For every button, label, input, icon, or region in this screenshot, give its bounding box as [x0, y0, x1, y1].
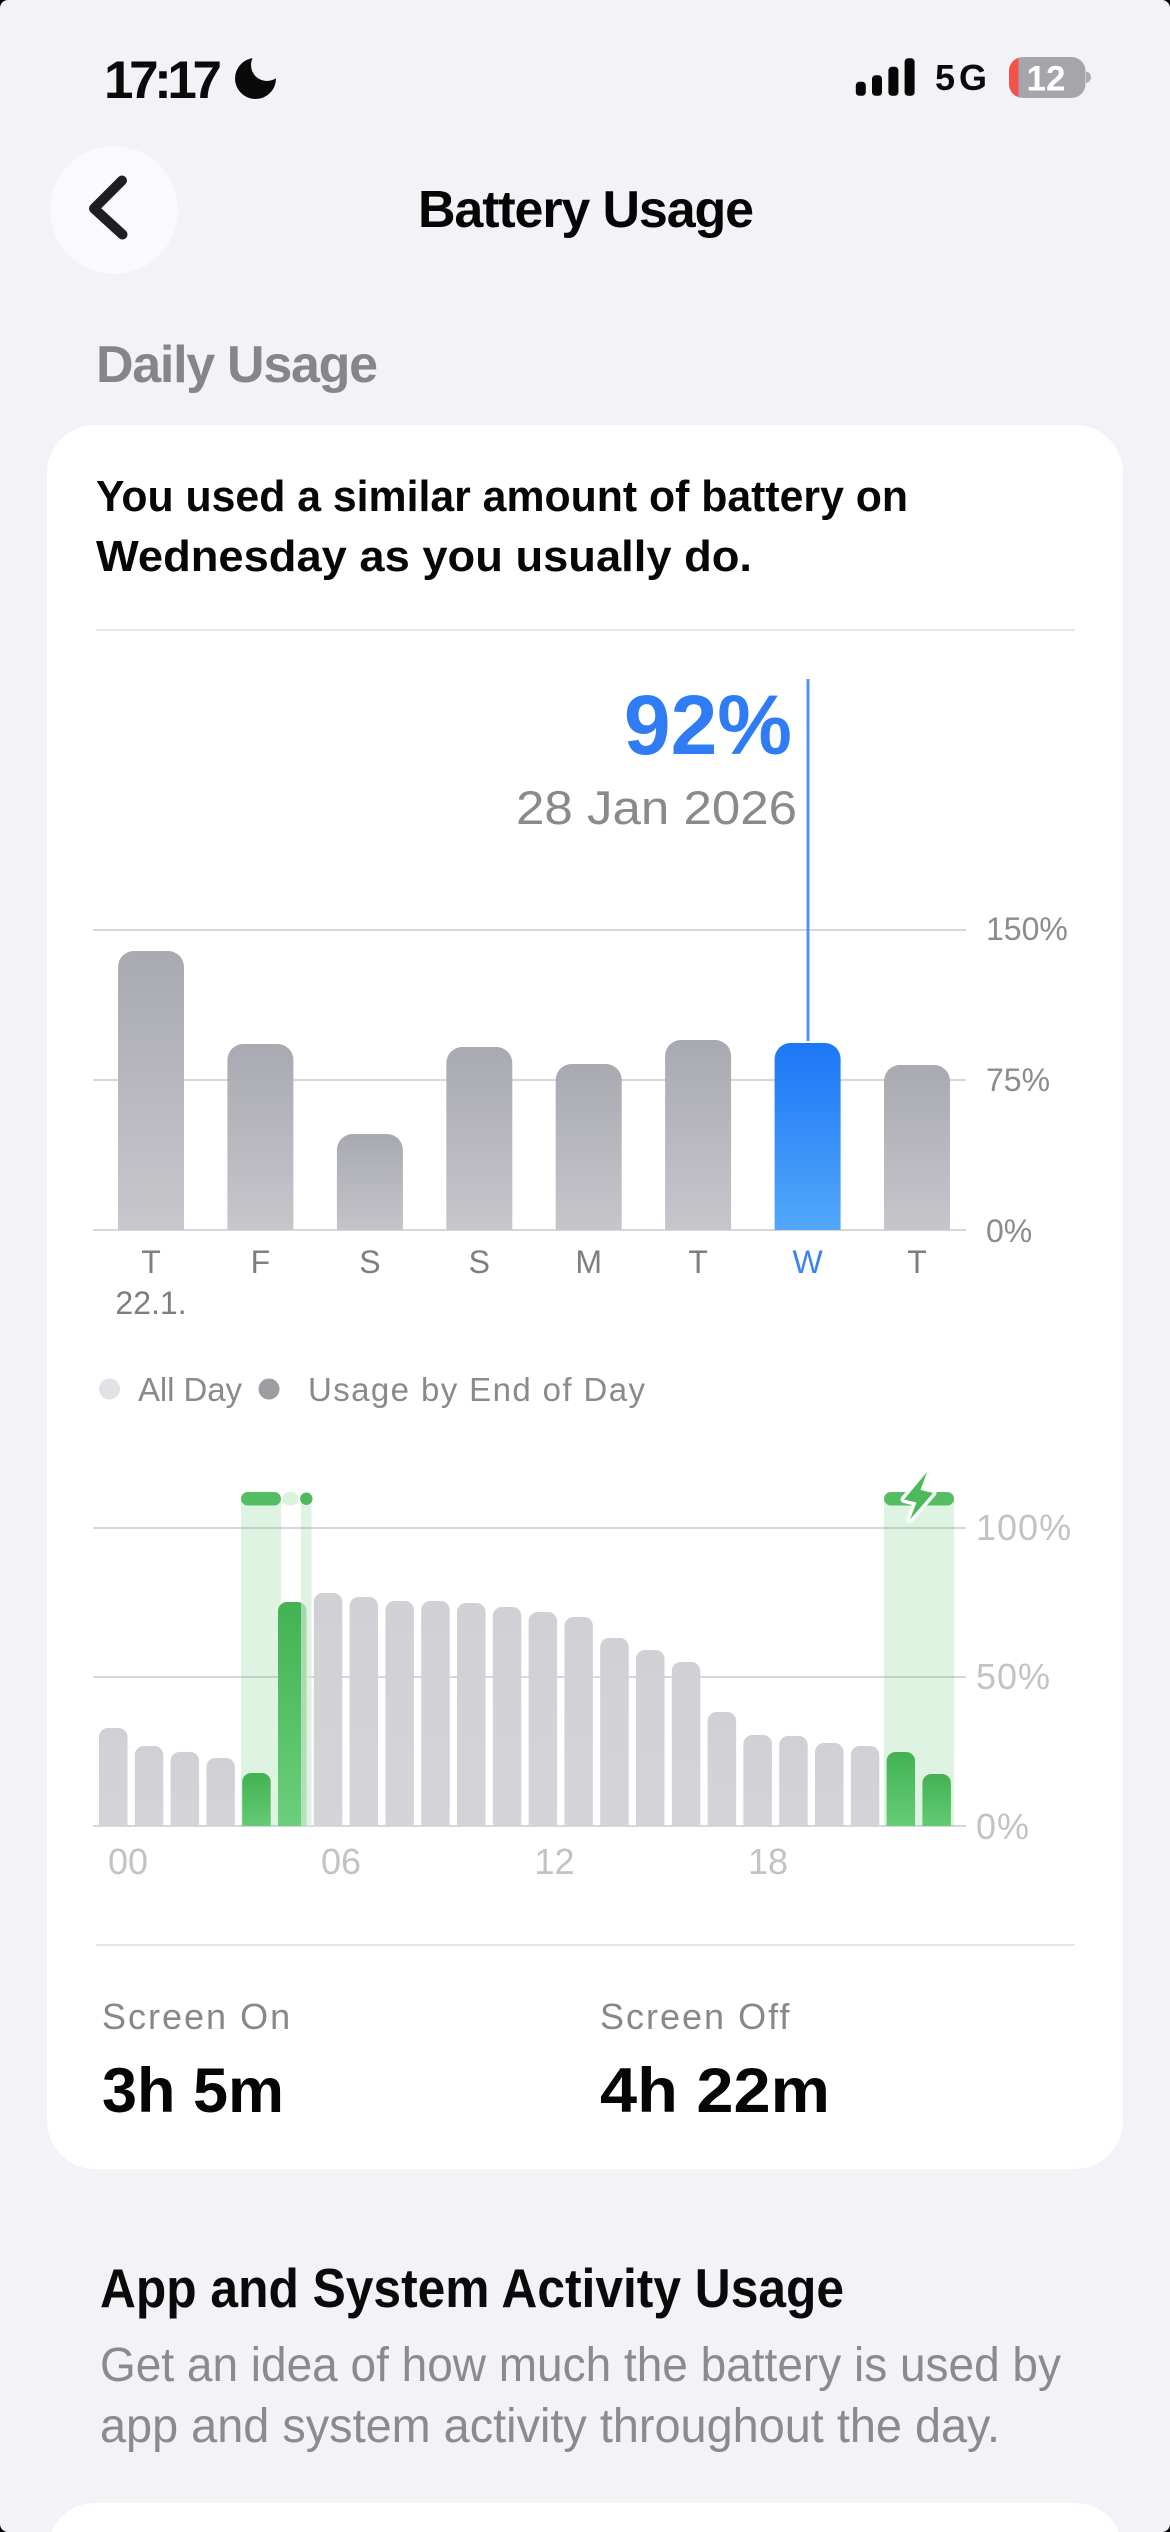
svg-text:S: S: [469, 1244, 490, 1280]
svg-text:All Day: All Day: [138, 1371, 243, 1408]
svg-text:06: 06: [321, 1841, 361, 1882]
svg-text:92%: 92%: [624, 678, 792, 772]
svg-text:150%: 150%: [986, 911, 1068, 947]
svg-text:22.1.: 22.1.: [115, 1285, 186, 1321]
svg-text:Screen On: Screen On: [102, 1996, 292, 2037]
svg-text:Usage by End of Day: Usage by End of Day: [308, 1371, 646, 1408]
svg-text:50%: 50%: [976, 1656, 1051, 1697]
svg-text:12: 12: [1027, 60, 1066, 99]
svg-text:T: T: [141, 1244, 161, 1280]
svg-text:28 Jan 2026: 28 Jan 2026: [516, 781, 797, 834]
svg-text:app and system activity throug: app and system activity throughout the d…: [100, 2400, 1000, 2453]
svg-text:75%: 75%: [986, 1062, 1050, 1098]
svg-text:Screen Off: Screen Off: [600, 1996, 791, 2037]
svg-text:Battery Usage: Battery Usage: [418, 181, 754, 239]
svg-text:5G: 5G: [935, 57, 987, 98]
svg-text:3h 5m: 3h 5m: [102, 2056, 284, 2126]
svg-text:You used a similar amount of b: You used a similar amount of battery on: [96, 472, 908, 521]
svg-text:Get an idea of how much the ba: Get an idea of how much the battery is u…: [100, 2339, 1061, 2392]
svg-text:W: W: [792, 1244, 823, 1280]
svg-text:4h 22m: 4h 22m: [600, 2056, 830, 2126]
svg-text:17:17: 17:17: [104, 51, 222, 110]
svg-text:12: 12: [534, 1841, 574, 1882]
svg-text:00: 00: [108, 1841, 148, 1882]
svg-text:T: T: [907, 1244, 927, 1280]
svg-text:S: S: [359, 1244, 380, 1280]
svg-text:0%: 0%: [986, 1213, 1032, 1249]
svg-text:T: T: [688, 1244, 708, 1280]
svg-text:0%: 0%: [976, 1806, 1030, 1847]
svg-text:Daily Usage: Daily Usage: [96, 336, 378, 394]
svg-text:100%: 100%: [976, 1507, 1072, 1548]
svg-text:M: M: [575, 1244, 602, 1280]
svg-text:Wednesday as you usually do.: Wednesday as you usually do.: [96, 532, 752, 581]
svg-text:App and System Activity Usage: App and System Activity Usage: [100, 2257, 844, 2319]
svg-text:18: 18: [748, 1841, 788, 1882]
svg-text:F: F: [251, 1244, 271, 1280]
